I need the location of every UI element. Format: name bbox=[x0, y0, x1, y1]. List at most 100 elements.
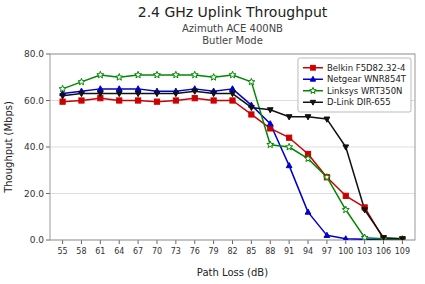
point bbox=[381, 236, 387, 240]
tick bbox=[46, 147, 50, 148]
point bbox=[342, 206, 349, 213]
tick bbox=[308, 240, 309, 244]
point bbox=[399, 236, 406, 240]
point bbox=[343, 145, 349, 150]
tick bbox=[402, 240, 403, 244]
tick-label: 100 bbox=[338, 247, 353, 256]
point bbox=[60, 94, 66, 99]
point bbox=[136, 98, 141, 103]
point bbox=[267, 121, 273, 126]
tick-label: 80.0 bbox=[24, 49, 44, 59]
point bbox=[116, 91, 122, 96]
point bbox=[117, 98, 122, 103]
point bbox=[116, 74, 123, 81]
series-line bbox=[63, 91, 403, 239]
point bbox=[400, 237, 406, 240]
point bbox=[362, 208, 368, 213]
grid-line bbox=[50, 147, 415, 148]
point bbox=[229, 71, 236, 78]
y-axis-label: Thoughput (Mbps) bbox=[3, 101, 14, 194]
point bbox=[97, 71, 104, 78]
subtitle: Butler Mode bbox=[202, 35, 263, 46]
subtitle: Azimuth ACE 400NB bbox=[182, 23, 283, 34]
tick bbox=[364, 240, 365, 244]
point bbox=[135, 86, 141, 91]
point bbox=[192, 96, 197, 101]
tick-label: 79 bbox=[209, 247, 219, 256]
point bbox=[268, 126, 273, 131]
point bbox=[172, 71, 179, 78]
point bbox=[286, 162, 292, 167]
tick bbox=[270, 240, 271, 244]
tick bbox=[251, 240, 252, 244]
point bbox=[305, 155, 312, 162]
tick-label: 40.0 bbox=[24, 142, 44, 152]
point bbox=[323, 174, 330, 181]
tick bbox=[81, 240, 82, 244]
tick bbox=[46, 193, 50, 194]
tick-label: 0.0 bbox=[30, 235, 45, 245]
tick bbox=[345, 240, 346, 244]
point bbox=[79, 91, 85, 96]
tick bbox=[119, 240, 120, 244]
legend-marker bbox=[310, 100, 315, 105]
tick bbox=[138, 240, 139, 244]
tick-label: 91 bbox=[284, 247, 294, 256]
tick bbox=[100, 240, 101, 244]
point bbox=[343, 236, 349, 240]
point bbox=[230, 91, 236, 96]
point bbox=[400, 237, 406, 240]
point bbox=[154, 71, 161, 78]
tick-label: 106 bbox=[376, 247, 391, 256]
tick bbox=[194, 240, 195, 244]
title: 2.4 GHz Uplink Throughput bbox=[138, 4, 328, 20]
tick-label: 103 bbox=[357, 247, 372, 256]
point bbox=[79, 98, 84, 103]
point bbox=[267, 141, 274, 148]
series-line bbox=[63, 75, 403, 239]
tick-label: 64 bbox=[114, 247, 124, 256]
tick bbox=[326, 240, 327, 244]
point bbox=[305, 115, 311, 120]
tick-label: 55 bbox=[57, 247, 67, 256]
point bbox=[343, 193, 348, 198]
legend-marker bbox=[311, 65, 316, 70]
point bbox=[380, 235, 387, 240]
point bbox=[287, 135, 292, 140]
tick bbox=[289, 240, 290, 244]
tick-label: 60.0 bbox=[24, 96, 44, 106]
point bbox=[173, 91, 179, 96]
point bbox=[324, 232, 330, 237]
point bbox=[154, 99, 159, 104]
tick bbox=[62, 240, 63, 244]
tick bbox=[156, 240, 157, 244]
point bbox=[210, 74, 217, 81]
tick bbox=[46, 240, 50, 241]
point bbox=[248, 78, 255, 85]
tick-label: 73 bbox=[171, 247, 181, 256]
point bbox=[135, 91, 141, 96]
point bbox=[97, 91, 103, 96]
point bbox=[59, 85, 66, 92]
point bbox=[249, 105, 255, 110]
point bbox=[361, 234, 368, 240]
point bbox=[192, 89, 198, 94]
point bbox=[211, 91, 217, 96]
legend-label: D-Link DIR-655 bbox=[327, 97, 391, 107]
tick-label: 61 bbox=[95, 247, 105, 256]
tick-label: 76 bbox=[190, 247, 200, 256]
plot-area bbox=[59, 71, 406, 240]
tick bbox=[213, 240, 214, 244]
tick-label: 88 bbox=[265, 247, 275, 256]
point bbox=[211, 98, 216, 103]
legend-marker bbox=[310, 87, 316, 93]
tick-label: 94 bbox=[303, 247, 313, 256]
tick-label: 70 bbox=[152, 247, 162, 256]
tick bbox=[46, 100, 50, 101]
tick bbox=[232, 240, 233, 244]
point bbox=[230, 98, 235, 103]
point bbox=[173, 98, 178, 103]
legend-marker bbox=[310, 76, 315, 81]
chart: 2.4 GHz Uplink Throughput Azimuth ACE 400… bbox=[0, 0, 425, 284]
point bbox=[286, 143, 293, 150]
